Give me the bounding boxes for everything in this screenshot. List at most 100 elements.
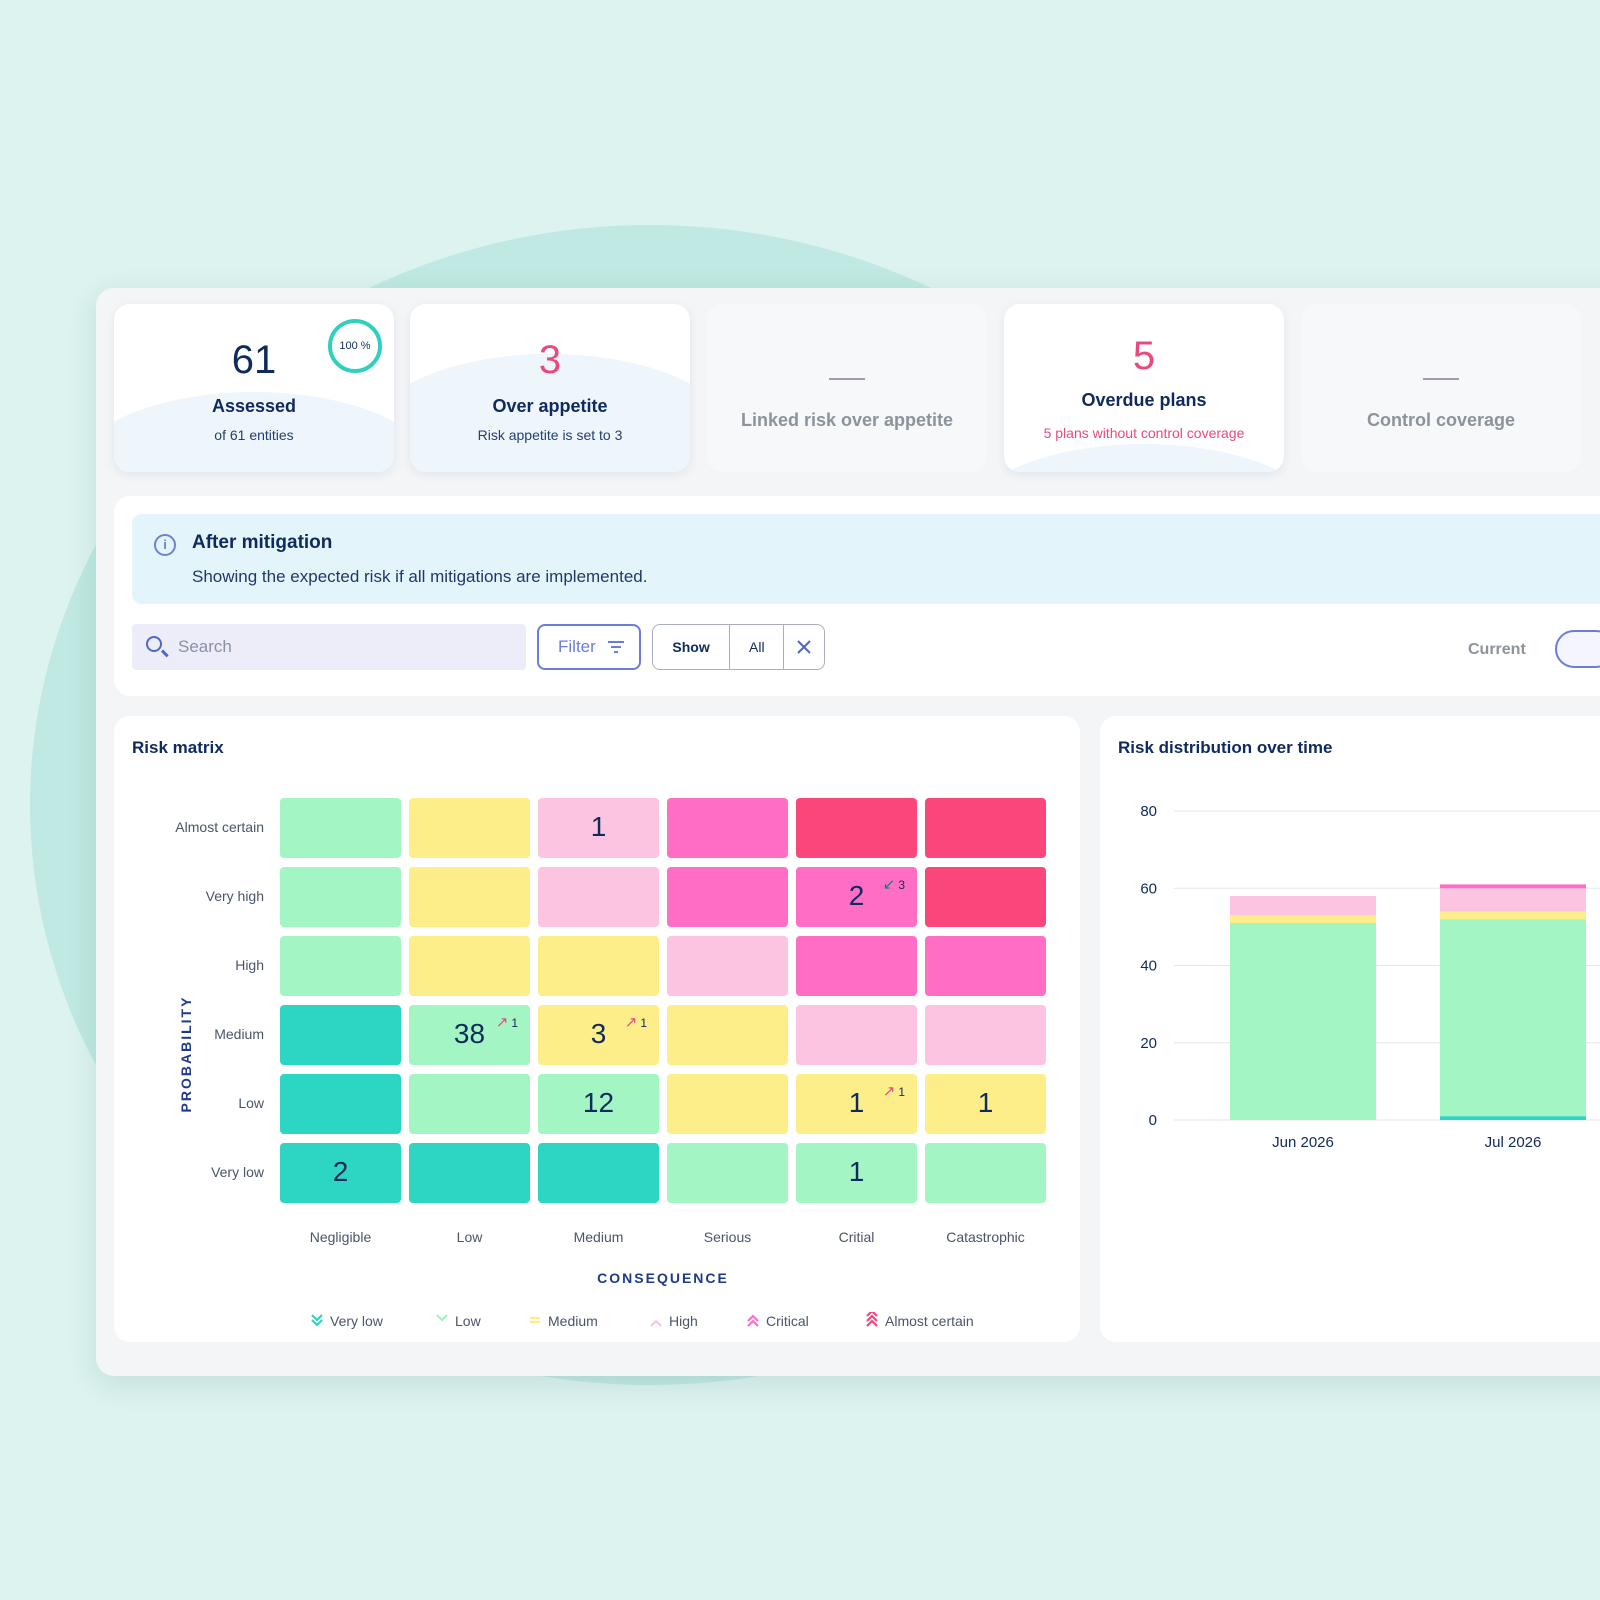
bar-segment-medium[interactable] [1230,915,1376,924]
bar-segment-medium[interactable] [1440,911,1586,920]
risk-matrix-title: Risk matrix [132,738,224,757]
matrix-cell[interactable] [280,1074,401,1134]
matrix-cell[interactable] [667,1143,788,1203]
legend-label: Medium [548,1313,598,1329]
banner-title: After mitigation [192,532,333,553]
clear-show-button[interactable] [784,625,824,669]
distribution-chart: 0 20 40 60 80 Jun 2026 Jul 2026 [1140,803,1600,1151]
row-label: Almost certain [175,819,264,835]
filter-label: Filter [558,637,596,656]
matrix-cell[interactable] [667,1074,788,1134]
matrix-cell[interactable] [667,936,788,996]
empty-value-dash [1423,378,1459,380]
y-tick-label: 60 [1140,880,1157,897]
matrix-cell[interactable] [667,867,788,927]
matrix-cell[interactable]: 12 [538,1074,659,1134]
bar-segment-verylow[interactable] [1440,1116,1586,1120]
dashboard-window: 100 % 61 Assessed of 61 entities 3 Over … [96,288,1600,1376]
filter-button[interactable]: Filter [537,624,641,670]
chevron-up-icon [650,1319,662,1327]
bar-segment-critical[interactable] [1440,884,1586,889]
kpi-over-appetite[interactable]: 3 Over appetite Risk appetite is set to … [410,304,690,472]
matrix-cell[interactable] [538,936,659,996]
matrix-cell[interactable] [409,1143,530,1203]
matrix-cell[interactable] [925,1143,1046,1203]
matrix-cell[interactable]: 2 [280,1143,401,1203]
triple-chevron-up-icon [866,1312,878,1327]
row-label: Very low [211,1164,264,1180]
double-chevron-down-icon [311,1314,323,1327]
search-input[interactable] [178,624,508,670]
matrix-cell[interactable] [925,798,1046,858]
show-label[interactable]: Show [653,625,731,669]
matrix-cell[interactable] [796,936,917,996]
row-label: Very high [205,888,264,904]
matrix-cell[interactable]: 3 ↗ 1 [538,1005,659,1065]
matrix-cell[interactable] [538,1143,659,1203]
legend-item: Almost certain [865,1312,974,1330]
matrix-cell[interactable] [409,1074,530,1134]
kpi-control-coverage[interactable]: Control coverage [1301,304,1581,472]
row-label: Low [238,1095,264,1111]
consequence-axis-label: CONSEQUENCE [597,1270,729,1286]
search-box[interactable] [132,624,526,670]
matrix-cell[interactable] [280,867,401,927]
equals-icon [530,1316,540,1324]
y-tick-label: 0 [1149,1112,1157,1129]
legend-item: Critical [746,1312,809,1330]
overdue-number: 5 [1132,334,1156,378]
info-banner: i After mitigation Showing the expected … [132,514,1600,604]
bar-segment-high[interactable] [1230,895,1376,916]
matrix-cell[interactable] [409,798,530,858]
matrix-cell[interactable]: 38 ↗ 1 [409,1005,530,1065]
matrix-cell[interactable] [925,867,1046,927]
matrix-cell[interactable] [925,1005,1046,1065]
empty-value-dash [829,378,865,380]
current-toggle[interactable] [1555,630,1600,668]
trend-count: 3 [898,878,905,892]
matrix-cell[interactable] [538,867,659,927]
control-coverage-title: Control coverage [1366,410,1516,430]
kpi-overdue-plans[interactable]: 5 Overdue plans 5 plans without control … [1004,304,1284,472]
matrix-cell[interactable] [280,798,401,858]
matrix-cell[interactable]: 1 [925,1074,1046,1134]
trend-indicator: ↗ 1 [883,1082,905,1100]
legend-item: Low [435,1312,481,1330]
double-chevron-up-icon [747,1314,759,1327]
card-wave [410,354,690,472]
column-label: Low [456,1229,483,1245]
legend-item: Very low [310,1312,383,1330]
matrix-cell[interactable]: 2 ↙ 3 [796,867,917,927]
distribution-title: Risk distribution over time [1118,738,1333,757]
matrix-cell[interactable] [409,867,530,927]
kpi-assessed[interactable]: 100 % 61 Assessed of 61 entities [114,304,394,472]
matrix-cell[interactable] [409,936,530,996]
info-icon: i [154,534,176,556]
cell-count: 12 [582,1087,615,1118]
bar-segment-low[interactable] [1440,919,1586,1117]
matrix-cell[interactable]: 1 [796,1143,917,1203]
matrix-cell[interactable]: 1 [538,798,659,858]
matrix-cell[interactable]: 1 ↗ 1 [796,1074,917,1134]
y-tick-label: 40 [1140,958,1157,975]
overdue-title: Overdue plans [1081,390,1207,410]
matrix-cell[interactable] [667,798,788,858]
matrix-cell[interactable] [925,936,1046,996]
column-label: Medium [573,1229,624,1245]
legend-item: High [649,1312,698,1330]
show-all-option[interactable]: All [730,625,785,669]
cell-count: 1 [977,1087,994,1118]
x-tick-label: Jun 2026 [1272,1134,1334,1151]
cell-count: 2 [332,1156,349,1187]
row-label: Medium [214,1026,264,1042]
matrix-cell[interactable] [667,1005,788,1065]
bar-segment-high[interactable] [1440,888,1586,912]
over-appetite-sub: Risk appetite is set to 3 [477,427,623,443]
bar-segment-low[interactable] [1230,923,1376,1120]
matrix-cell[interactable] [280,936,401,996]
completion-ring: 100 % [328,319,382,373]
matrix-cell[interactable] [796,798,917,858]
matrix-cell[interactable] [280,1005,401,1065]
kpi-linked-risk[interactable]: Linked risk over appetite [707,304,987,472]
matrix-cell[interactable] [796,1005,917,1065]
